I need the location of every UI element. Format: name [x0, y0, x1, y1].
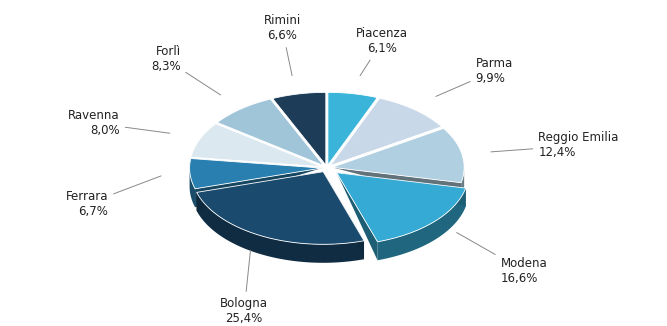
Polygon shape	[197, 172, 323, 211]
Polygon shape	[195, 168, 321, 207]
Polygon shape	[378, 188, 466, 260]
Polygon shape	[337, 173, 466, 207]
Polygon shape	[332, 128, 464, 183]
Text: Ferrara
6,7%: Ferrara 6,7%	[66, 176, 161, 218]
Polygon shape	[461, 168, 464, 201]
Text: Ravenna
8,0%: Ravenna 8,0%	[68, 109, 170, 137]
Polygon shape	[189, 158, 321, 189]
Text: Piacenza
6,1%: Piacenza 6,1%	[356, 27, 408, 76]
Polygon shape	[337, 173, 378, 260]
Polygon shape	[217, 99, 323, 166]
Text: Reggio Emilia
12,4%: Reggio Emilia 12,4%	[491, 131, 619, 159]
Polygon shape	[323, 172, 364, 259]
Text: Parma
9,9%: Parma 9,9%	[436, 57, 513, 96]
Polygon shape	[189, 168, 195, 207]
Text: Bologna
25,4%: Bologna 25,4%	[220, 250, 268, 325]
Polygon shape	[197, 172, 364, 244]
Polygon shape	[328, 92, 378, 165]
Polygon shape	[273, 92, 325, 165]
Text: Modena
16,6%: Modena 16,6%	[457, 232, 547, 285]
Polygon shape	[191, 124, 322, 167]
Polygon shape	[197, 192, 364, 263]
Polygon shape	[337, 173, 466, 242]
Polygon shape	[332, 167, 461, 201]
Text: Forlì
8,3%: Forlì 8,3%	[151, 45, 221, 95]
Text: Rimini
6,6%: Rimini 6,6%	[263, 14, 301, 76]
Polygon shape	[330, 98, 442, 166]
